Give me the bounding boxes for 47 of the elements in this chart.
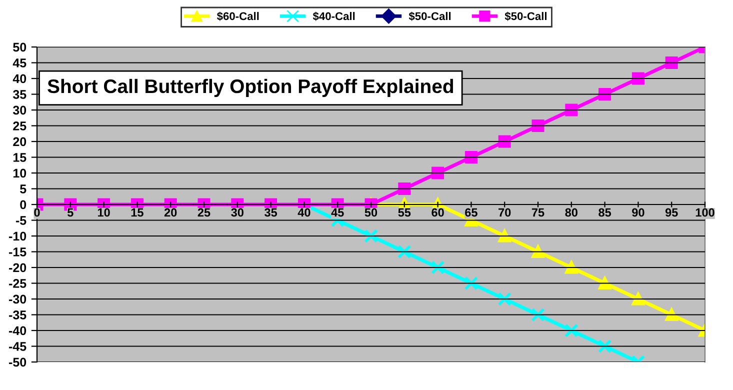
y-tick-label: 25 — [13, 122, 26, 130]
y-tick-label: -15 — [9, 248, 26, 256]
y-tick-label: 45 — [12, 58, 26, 68]
y-tick-label: 10 — [13, 168, 26, 178]
y-tick-label: -5 — [16, 216, 26, 225]
x-tick-label: 95 — [665, 208, 678, 217]
x-tick-label: 30 — [231, 208, 244, 217]
legend-label: $40-Call — [312, 12, 355, 21]
y-tick-label: -25 — [9, 279, 26, 288]
x-tick-label: 35 — [264, 208, 278, 217]
legend-label: $60-Call — [216, 12, 259, 21]
x-tick-label: 20 — [164, 208, 177, 217]
x-tick-label: 50 — [364, 208, 378, 217]
x-tick-label: 100 — [696, 208, 714, 217]
y-tick-label: -35 — [9, 310, 26, 320]
x-tick-label: 80 — [565, 208, 578, 217]
x-tick-label: 55 — [398, 208, 411, 217]
y-tick-label: 20 — [13, 137, 26, 146]
x-tick-label: 5 — [67, 208, 74, 217]
x-tick-label: 60 — [432, 208, 444, 217]
x-tick-label: 85 — [598, 208, 612, 217]
y-tick-label: 40 — [12, 74, 26, 84]
legend-label: $50-Call — [408, 12, 451, 21]
y-tick-label: 0 — [20, 200, 26, 210]
x-tick-label: 15 — [131, 208, 144, 217]
y-tick-label: -20 — [9, 263, 26, 272]
x-tick-label: 10 — [98, 208, 110, 217]
x-tick-label: 70 — [498, 208, 511, 217]
x-tick-label: 65 — [465, 208, 478, 217]
y-tick-label: -40 — [9, 326, 26, 336]
y-tick-label: 30 — [12, 106, 26, 115]
y-tick-label: -30 — [9, 294, 26, 304]
x-tick-label: 75 — [532, 208, 544, 217]
x-tick-label: 90 — [632, 208, 644, 217]
y-tick-label: -10 — [9, 232, 26, 241]
y-tick-label: 15 — [13, 153, 26, 162]
x-tick-label: 0 — [34, 208, 40, 217]
legend-label: $50-Call — [504, 12, 546, 21]
y-tick-label: 50 — [13, 42, 26, 52]
x-tick-label: 25 — [198, 208, 210, 217]
y-tick-label: 35 — [12, 90, 26, 99]
text: Short Call Butterfly Option Payoff Explained — [48, 78, 454, 98]
y-tick-label: -50 — [9, 358, 26, 367]
y-tick-label: -45 — [9, 342, 26, 351]
x-tick-label: 40 — [298, 208, 310, 217]
y-tick-label: 5 — [20, 184, 26, 194]
x-tick-label: 45 — [331, 208, 344, 217]
